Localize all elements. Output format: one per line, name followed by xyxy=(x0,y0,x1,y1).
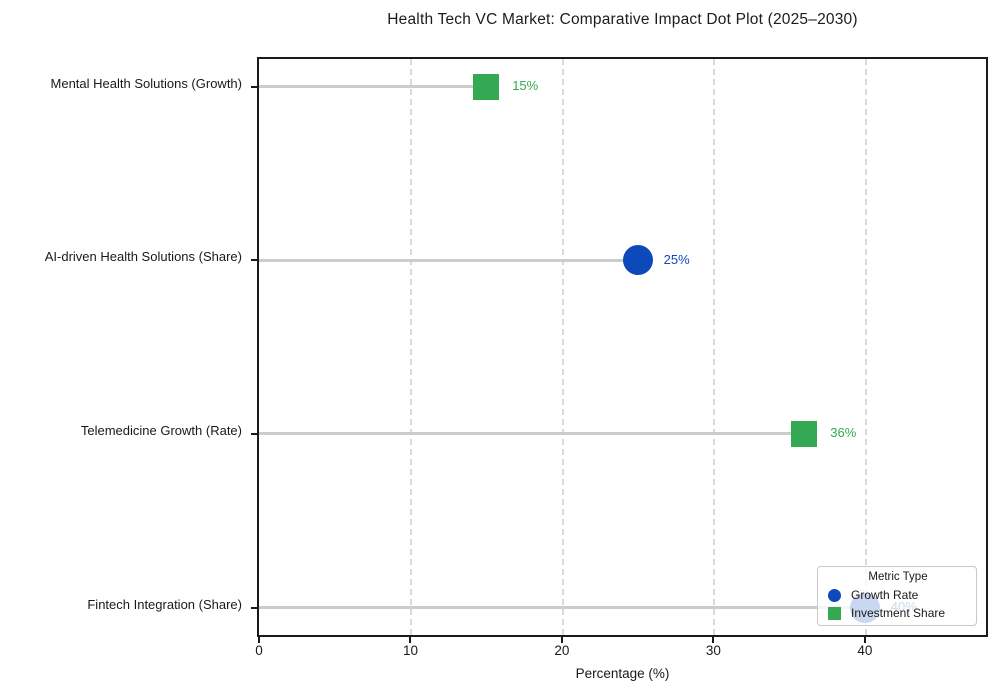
x-axis-tick xyxy=(258,637,260,643)
x-axis-tick xyxy=(560,637,563,643)
investment-share-square-icon xyxy=(828,606,841,620)
data-point-marker xyxy=(622,245,653,276)
x-tick-label: 40 xyxy=(857,643,873,658)
value-label: 25% xyxy=(663,251,690,267)
gridline-x-40 xyxy=(864,59,867,635)
chart-title: Health Tech VC Market: Comparative Impac… xyxy=(387,11,858,28)
data-point-marker xyxy=(473,73,500,100)
x-axis-tick xyxy=(712,637,715,643)
category-label: Fintech Integration (Share) xyxy=(87,596,242,612)
x-tick-label: 10 xyxy=(402,643,418,658)
category-label: Telemedicine Growth (Rate) xyxy=(80,422,242,438)
legend-entry-growth-rate: Growth Rate xyxy=(828,586,968,604)
x-tick-label: 0 xyxy=(255,643,263,658)
category-label: Mental Health Solutions (Growth) xyxy=(50,75,242,91)
y-axis-tick xyxy=(251,259,257,262)
gridline-x-20 xyxy=(561,59,564,635)
value-label: 15% xyxy=(512,78,539,93)
stem-line xyxy=(259,258,638,262)
x-axis-tick xyxy=(409,637,412,643)
y-axis-tick xyxy=(251,432,257,435)
x-tick-label: 30 xyxy=(705,643,721,658)
x-tick-label: 20 xyxy=(554,643,570,658)
gridline-x-10 xyxy=(410,59,413,635)
stem-line xyxy=(259,85,487,88)
y-axis-tick xyxy=(251,85,257,88)
growth-rate-circle-icon xyxy=(828,588,841,602)
legend: Metric Type Growth Rate Investment Share xyxy=(817,566,977,626)
legend-entry-label: Growth Rate xyxy=(851,588,919,602)
legend-entry-investment-share: Investment Share xyxy=(828,604,968,622)
legend-title: Metric Type xyxy=(868,571,928,583)
data-point-marker xyxy=(791,420,818,447)
stem-line xyxy=(259,432,805,436)
x-axis-tick xyxy=(863,637,866,643)
value-label: 36% xyxy=(830,425,857,441)
y-axis-tick xyxy=(251,606,257,609)
x-axis-label: Percentage (%) xyxy=(575,666,670,681)
legend-entry-label: Investment Share xyxy=(851,606,946,620)
gridline-x-30 xyxy=(713,59,716,635)
category-label: AI-driven Health Solutions (Share) xyxy=(44,249,242,265)
stem-line xyxy=(259,606,865,610)
